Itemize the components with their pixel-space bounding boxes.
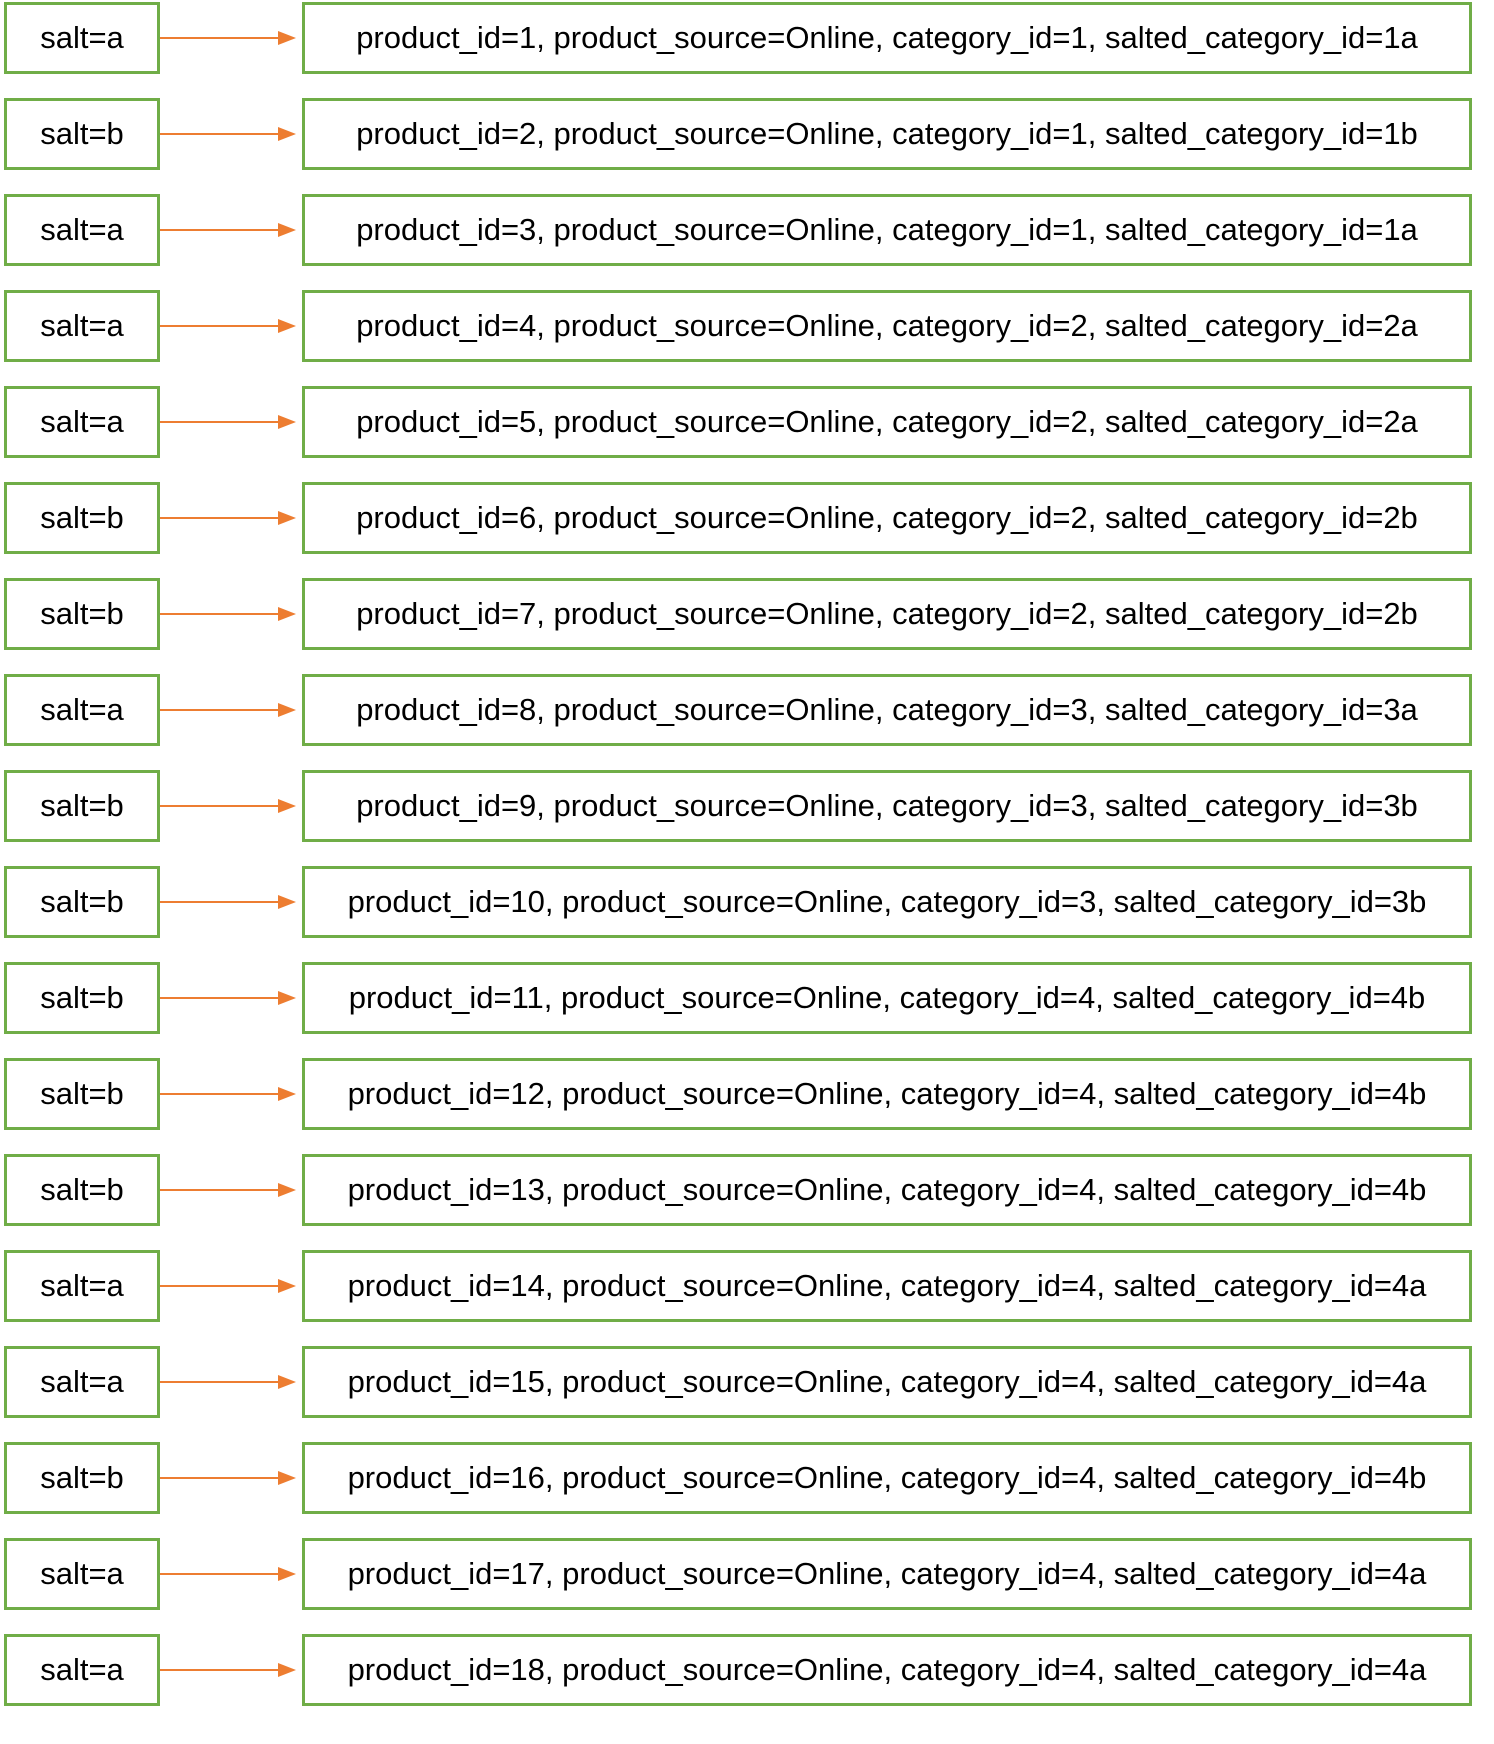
- salt-row: salt=a product_id=14, product_source=Onl…: [0, 1250, 1494, 1322]
- salt-row: salt=b product_id=6, product_source=Onli…: [0, 482, 1494, 554]
- record-box: product_id=3, product_source=Online, cat…: [302, 194, 1472, 266]
- arrow-icon: [160, 1567, 296, 1581]
- record-box: product_id=1, product_source=Online, cat…: [302, 2, 1472, 74]
- record-box: product_id=6, product_source=Online, cat…: [302, 482, 1472, 554]
- salt-row: salt=a product_id=17, product_source=Onl…: [0, 1538, 1494, 1610]
- salt-row: salt=b product_id=12, product_source=Onl…: [0, 1058, 1494, 1130]
- salt-box: salt=b: [4, 1154, 160, 1226]
- record-box: product_id=14, product_source=Online, ca…: [302, 1250, 1472, 1322]
- arrow-icon: [160, 31, 296, 45]
- salt-box: salt=b: [4, 578, 160, 650]
- arrow-icon: [160, 223, 296, 237]
- arrow-icon: [160, 1471, 296, 1485]
- arrow-icon: [160, 1663, 296, 1677]
- salt-box: salt=b: [4, 98, 160, 170]
- salt-row: salt=b product_id=9, product_source=Onli…: [0, 770, 1494, 842]
- arrow-icon: [160, 1183, 296, 1197]
- arrow-icon: [160, 511, 296, 525]
- record-box: product_id=16, product_source=Online, ca…: [302, 1442, 1472, 1514]
- arrow-icon: [160, 319, 296, 333]
- arrow-icon: [160, 799, 296, 813]
- salt-box: salt=a: [4, 2, 160, 74]
- salt-box: salt=a: [4, 290, 160, 362]
- record-box: product_id=8, product_source=Online, cat…: [302, 674, 1472, 746]
- salt-box: salt=b: [4, 962, 160, 1034]
- arrow-icon: [160, 607, 296, 621]
- salt-box: salt=a: [4, 1250, 160, 1322]
- salt-row: salt=a product_id=1, product_source=Onli…: [0, 2, 1494, 74]
- salt-box: salt=b: [4, 482, 160, 554]
- arrow-icon: [160, 1279, 296, 1293]
- salt-box: salt=a: [4, 1634, 160, 1706]
- arrow-icon: [160, 703, 296, 717]
- salt-row: salt=b product_id=10, product_source=Onl…: [0, 866, 1494, 938]
- record-box: product_id=10, product_source=Online, ca…: [302, 866, 1472, 938]
- salt-box: salt=b: [4, 866, 160, 938]
- record-box: product_id=18, product_source=Online, ca…: [302, 1634, 1472, 1706]
- salt-row: salt=a product_id=4, product_source=Onli…: [0, 290, 1494, 362]
- salt-box: salt=b: [4, 770, 160, 842]
- arrow-icon: [160, 1087, 296, 1101]
- salt-box: salt=a: [4, 1346, 160, 1418]
- salt-row: salt=a product_id=18, product_source=Onl…: [0, 1634, 1494, 1706]
- record-box: product_id=17, product_source=Online, ca…: [302, 1538, 1472, 1610]
- salt-box: salt=a: [4, 674, 160, 746]
- arrow-icon: [160, 127, 296, 141]
- salt-row: salt=a product_id=15, product_source=Onl…: [0, 1346, 1494, 1418]
- salt-row: salt=a product_id=8, product_source=Onli…: [0, 674, 1494, 746]
- salt-row: salt=b product_id=16, product_source=Onl…: [0, 1442, 1494, 1514]
- salt-row: salt=a product_id=5, product_source=Onli…: [0, 386, 1494, 458]
- record-box: product_id=13, product_source=Online, ca…: [302, 1154, 1472, 1226]
- record-box: product_id=4, product_source=Online, cat…: [302, 290, 1472, 362]
- salt-box: salt=a: [4, 386, 160, 458]
- record-box: product_id=11, product_source=Online, ca…: [302, 962, 1472, 1034]
- arrow-icon: [160, 895, 296, 909]
- salt-row: salt=a product_id=3, product_source=Onli…: [0, 194, 1494, 266]
- salt-row: salt=b product_id=7, product_source=Onli…: [0, 578, 1494, 650]
- record-box: product_id=5, product_source=Online, cat…: [302, 386, 1472, 458]
- arrow-icon: [160, 991, 296, 1005]
- salt-box: salt=b: [4, 1058, 160, 1130]
- arrow-icon: [160, 1375, 296, 1389]
- arrow-icon: [160, 415, 296, 429]
- record-box: product_id=15, product_source=Online, ca…: [302, 1346, 1472, 1418]
- salt-box: salt=a: [4, 1538, 160, 1610]
- record-box: product_id=12, product_source=Online, ca…: [302, 1058, 1472, 1130]
- record-box: product_id=9, product_source=Online, cat…: [302, 770, 1472, 842]
- salt-box: salt=a: [4, 194, 160, 266]
- salt-row: salt=b product_id=11, product_source=Onl…: [0, 962, 1494, 1034]
- salt-row: salt=b product_id=13, product_source=Onl…: [0, 1154, 1494, 1226]
- salt-row: salt=b product_id=2, product_source=Onli…: [0, 98, 1494, 170]
- salt-box: salt=b: [4, 1442, 160, 1514]
- record-box: product_id=2, product_source=Online, cat…: [302, 98, 1472, 170]
- record-box: product_id=7, product_source=Online, cat…: [302, 578, 1472, 650]
